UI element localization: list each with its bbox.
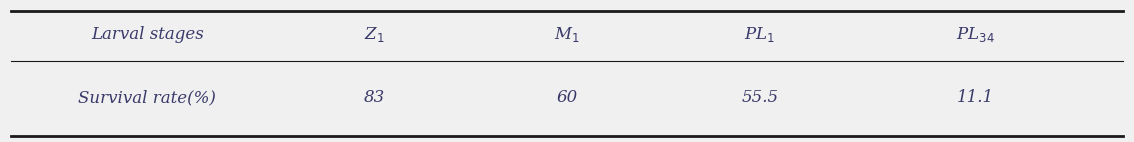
Text: 60: 60 xyxy=(557,89,577,106)
Text: PL$_{34}$: PL$_{34}$ xyxy=(956,25,995,44)
Text: Survival rate(%): Survival rate(%) xyxy=(78,89,217,106)
Text: PL$_1$: PL$_1$ xyxy=(744,25,776,44)
Text: M$_1$: M$_1$ xyxy=(555,25,579,44)
Text: Z$_1$: Z$_1$ xyxy=(364,25,384,44)
Text: 11.1: 11.1 xyxy=(957,89,993,106)
Text: 83: 83 xyxy=(364,89,384,106)
Text: Larval stages: Larval stages xyxy=(91,26,204,43)
Text: 55.5: 55.5 xyxy=(742,89,778,106)
